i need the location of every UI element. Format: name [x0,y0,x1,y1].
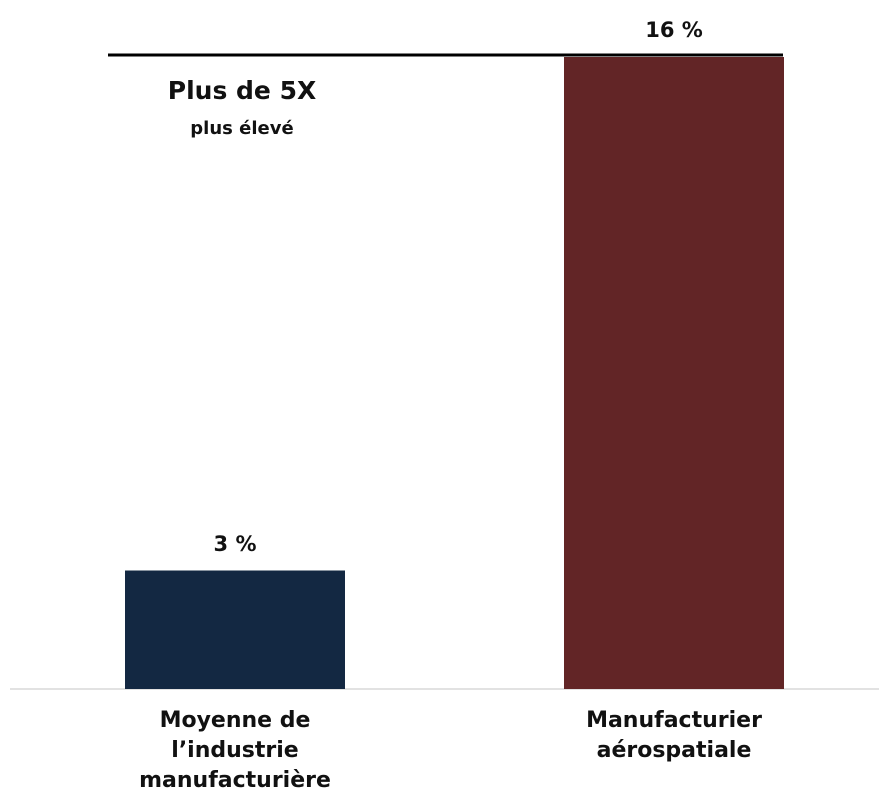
annotation-title: Plus de 5X [167,76,317,105]
value-label: 16 % [645,18,703,42]
x-tick-label: Manufacturier aérospatiale [586,708,762,763]
x-tick-label: Moyenne de l’industrie manufacturière [139,708,331,793]
bar [564,57,784,689]
value-label: 3 % [213,531,257,556]
bar [125,570,345,689]
annotation-subtitle: plus élevé [190,118,294,139]
